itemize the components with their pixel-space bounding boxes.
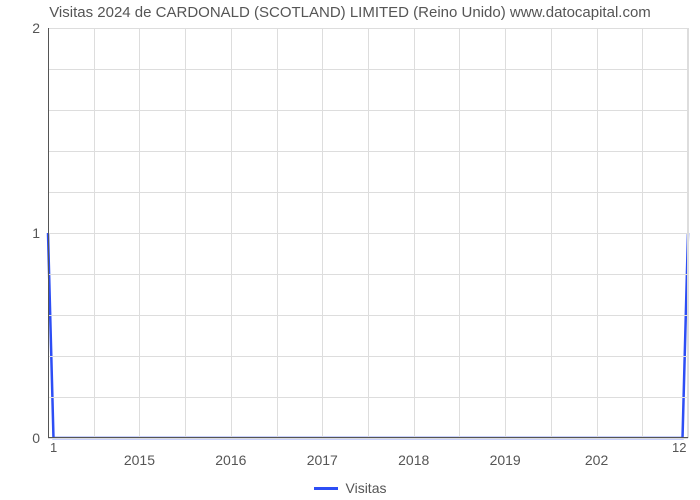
gridline-horizontal-minor	[48, 356, 688, 357]
y-tick-label: 0	[18, 430, 40, 446]
gridline-horizontal-minor	[48, 192, 688, 193]
gridline-horizontal-minor	[48, 397, 688, 398]
x-tick-label: 2016	[215, 452, 246, 468]
y-axis-line	[48, 28, 49, 438]
x-tick-label: 202	[585, 452, 608, 468]
corner-label-left: 1	[50, 440, 57, 455]
x-tick-label: 2018	[398, 452, 429, 468]
y-tick-label: 2	[18, 20, 40, 36]
gridline-horizontal-minor	[48, 274, 688, 275]
legend-swatch	[314, 487, 338, 490]
legend-label: Visitas	[346, 480, 387, 496]
gridline-horizontal-minor	[48, 315, 688, 316]
legend: Visitas	[0, 480, 700, 496]
plot-area	[48, 28, 688, 438]
gridline-horizontal-minor	[48, 151, 688, 152]
gridline-vertical	[688, 28, 689, 438]
corner-label-right: 12	[672, 440, 686, 455]
gridline-horizontal-major	[48, 438, 688, 439]
gridline-horizontal-major	[48, 233, 688, 234]
x-axis-line	[48, 437, 688, 438]
gridline-horizontal-minor	[48, 110, 688, 111]
x-tick-label: 2017	[307, 452, 338, 468]
chart-title: Visitas 2024 de CARDONALD (SCOTLAND) LIM…	[0, 4, 700, 21]
plot-border	[48, 28, 688, 29]
gridline-horizontal-minor	[48, 69, 688, 70]
y-tick-label: 1	[18, 225, 40, 241]
x-tick-label: 2019	[490, 452, 521, 468]
plot-border	[687, 28, 688, 438]
chart-container: Visitas 2024 de CARDONALD (SCOTLAND) LIM…	[0, 0, 700, 500]
x-tick-label: 2015	[124, 452, 155, 468]
